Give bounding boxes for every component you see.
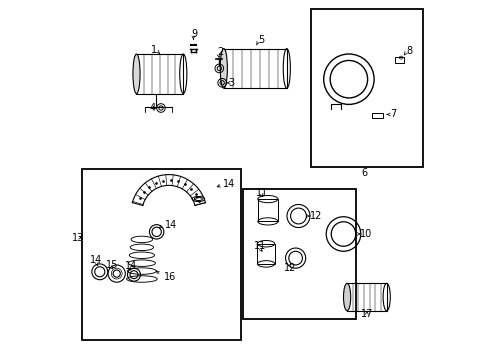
Text: 12: 12 — [309, 211, 322, 221]
Text: 10: 10 — [359, 229, 371, 239]
Text: 14: 14 — [164, 220, 177, 230]
Bar — [136, 54, 183, 94]
Text: 6: 6 — [361, 168, 367, 178]
Text: 3: 3 — [228, 78, 234, 88]
Bar — [346, 283, 386, 311]
Text: 17: 17 — [360, 309, 372, 319]
Ellipse shape — [133, 54, 140, 94]
Text: 9: 9 — [191, 29, 197, 39]
Text: 14: 14 — [124, 261, 137, 271]
Bar — [394, 57, 403, 63]
Text: 16: 16 — [163, 272, 175, 282]
Text: 14: 14 — [223, 179, 235, 189]
Text: 14: 14 — [90, 255, 102, 265]
Text: 15: 15 — [106, 260, 118, 270]
Text: 13: 13 — [72, 233, 84, 243]
Ellipse shape — [220, 49, 227, 88]
Bar — [371, 113, 382, 118]
Text: 12: 12 — [284, 263, 296, 273]
Bar — [82, 169, 241, 340]
Bar — [257, 199, 277, 221]
Text: 2: 2 — [216, 47, 223, 57]
Text: 11: 11 — [254, 241, 266, 251]
Text: 11: 11 — [256, 188, 268, 198]
Ellipse shape — [343, 283, 350, 311]
Bar — [242, 189, 355, 319]
Bar — [310, 9, 422, 167]
Text: 1: 1 — [151, 45, 157, 55]
Text: 7: 7 — [389, 109, 396, 120]
Bar — [257, 244, 274, 264]
Text: 4: 4 — [149, 103, 155, 113]
Bar — [224, 49, 286, 88]
Text: 8: 8 — [406, 46, 412, 56]
Text: 5: 5 — [257, 35, 264, 45]
